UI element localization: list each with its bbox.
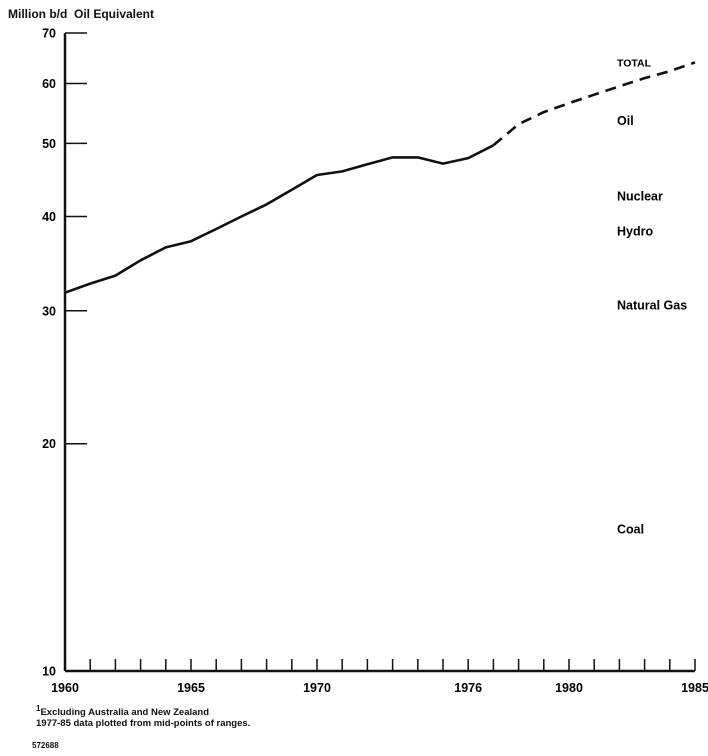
x-tick-label-1970: 1970 (303, 681, 331, 695)
x-tick-label-1976: 1976 (454, 681, 482, 695)
footnote: 1Excluding Australia and New Zealand 197… (36, 703, 250, 729)
y-tick-label-50: 50 (42, 137, 56, 151)
y-axis-title: Million b/d Oil Equivalent (8, 7, 155, 21)
annotation-total: TOTAL (617, 57, 652, 69)
footnote-line-1: Excluding Australia and New Zealand (40, 707, 210, 719)
series-line-projection (492, 61, 696, 147)
y-tick-label-40: 40 (42, 210, 56, 224)
series-lines (64, 61, 696, 294)
x-tick-label-1965: 1965 (177, 681, 205, 695)
annotation-hydro: Hydro (617, 225, 653, 239)
x-tick-label-1960: 1960 (51, 681, 79, 695)
y-ticks: 10 20 30 40 50 60 70 (42, 27, 87, 679)
footnote-line-2: 1977-85 data plotted from mid-points of … (36, 718, 251, 730)
annotation-coal: Coal (617, 522, 644, 536)
footnote-marker: 1 (36, 704, 41, 713)
annotation-natural-gas: Natural Gas (617, 298, 687, 312)
axes (63, 33, 695, 673)
series-line-actual (64, 144, 494, 294)
y-tick-label-70: 70 (42, 27, 56, 41)
document-id: 572688 (32, 741, 59, 750)
x-tick-label-1980: 1980 (555, 681, 583, 695)
y-tick-label-30: 30 (42, 304, 56, 318)
y-tick-label-20: 20 (42, 437, 56, 451)
y-tick-label-60: 60 (42, 77, 56, 91)
annotation-nuclear: Nuclear (617, 190, 663, 204)
y-tick-label-10: 10 (42, 665, 56, 679)
x-tick-label-1985: 1985 (681, 681, 708, 695)
x-ticks: 1960 1965 1970 1976 1980 1985 (51, 659, 708, 695)
annotation-oil: Oil (617, 114, 634, 128)
annotations: TOTAL Oil Nuclear Hydro Natural Gas Coal (617, 57, 687, 536)
